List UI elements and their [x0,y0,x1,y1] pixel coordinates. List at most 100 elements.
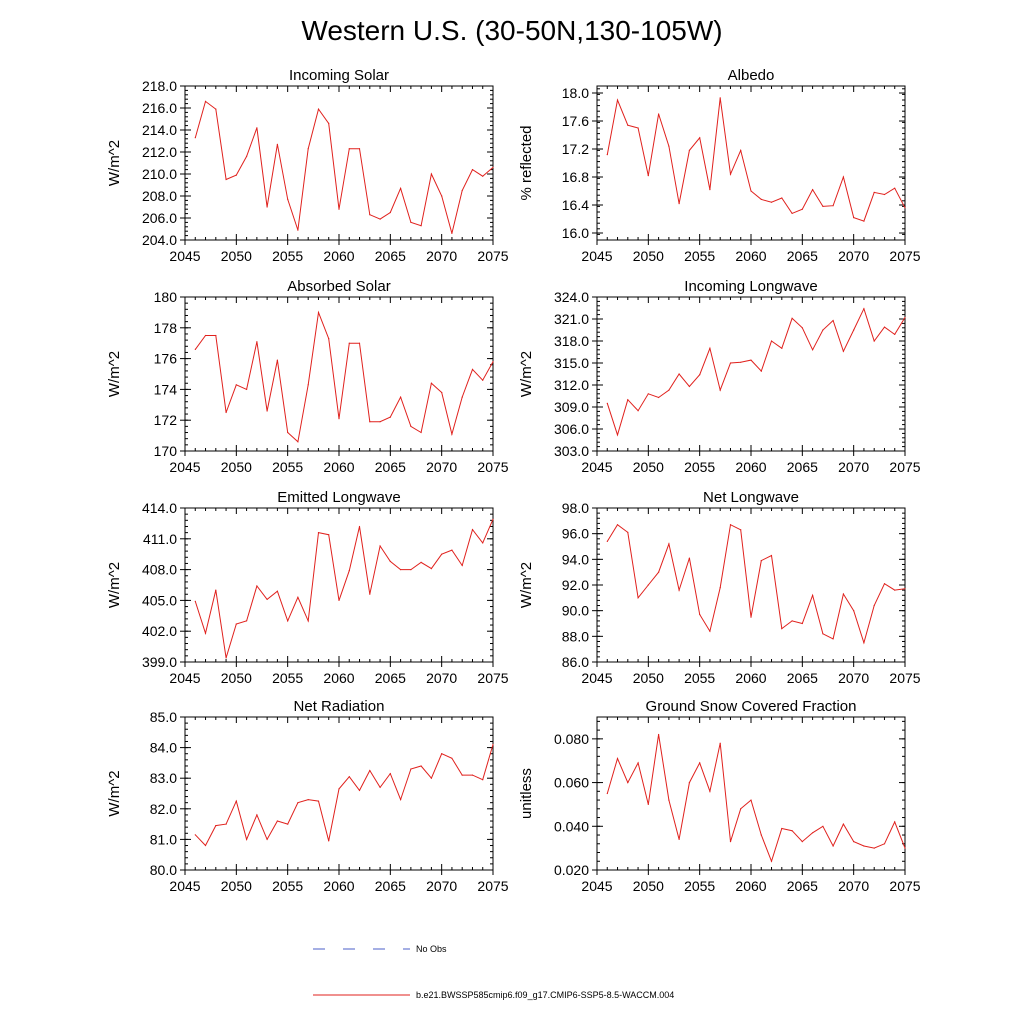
data-point [389,773,391,775]
data-point [678,203,680,205]
panel-incoming-longwave: Incoming Longwave 2045 2050 2055 2060 2065 207… [518,278,921,475]
data-point [287,620,289,622]
x-tick-label: 2055 [684,248,715,264]
panel-emitted-longwave: Emitted Longwave 2045 2050 2055 2060 2065 2070… [106,489,509,686]
data-point [750,190,752,192]
plot-frame [596,507,906,663]
series-line-emitted-longwave [194,519,494,659]
data-point [678,373,680,375]
x-tick-label: 2060 [323,670,354,686]
x-tick-label: 2050 [221,670,252,686]
data-point [760,198,762,200]
data-point [204,100,207,102]
x-tick-label: 2060 [735,670,766,686]
x-tick-label: 2060 [323,878,354,894]
x-tick-label: 2045 [581,670,612,686]
data-point [883,583,886,585]
data-point [647,175,649,177]
x-tick-label: 2055 [272,459,303,475]
x-tick-label: 2065 [375,670,406,686]
data-point [770,340,773,342]
x-tick-label: 2050 [221,878,252,894]
data-point [215,108,217,110]
data-point [194,834,196,836]
data-point [894,187,896,189]
data-point [235,384,237,386]
data-point [760,370,762,372]
data-point [668,145,670,147]
y-tick-label: 80.0 [150,862,177,878]
series-line-incoming-longwave [606,307,906,437]
y-tick-label: 414.0 [142,500,177,516]
y-tick-label: 204.0 [142,232,177,248]
data-point [482,779,484,781]
data-point [328,840,330,842]
data-point [616,434,619,436]
data-point [873,604,875,607]
data-point [688,557,691,559]
data-point [647,393,649,395]
y-tick-label: 402.0 [142,623,177,639]
panel-ground-snow-covered-fraction: Ground Snow Covered Fraction 2045 2050 2055… [518,698,921,894]
data-point [256,127,258,129]
x-tick-label: 2065 [787,878,818,894]
data-point [400,396,402,398]
x-tick-label: 2070 [426,878,457,894]
data-point [832,319,834,322]
data-point [287,823,289,825]
x-tick-label: 2060 [323,459,354,475]
data-point [369,593,371,595]
data-point [317,532,320,534]
data-point [863,308,865,310]
data-point [358,148,361,150]
y-tick-label: 170 [154,443,178,459]
y-tick-label: 0.040 [554,818,589,834]
x-tick-label: 2065 [375,459,406,475]
data-point [256,341,258,343]
data-point [616,99,619,101]
data-point [441,195,443,197]
data-point [699,613,701,616]
data-point [894,333,896,335]
data-point [791,830,793,832]
data-point [482,379,484,381]
data-point [822,205,824,207]
data-point [215,589,217,591]
data-point [400,569,402,571]
data-point [658,733,660,736]
data-point [389,560,391,563]
x-tick-label: 2045 [581,459,612,475]
data-point [317,800,320,802]
data-point [276,590,278,592]
y-tick-label: 82.0 [150,801,177,817]
y-axis-label: W/m^2 [106,562,123,608]
data-point [379,545,381,547]
data-point [246,155,248,157]
data-point [863,642,865,644]
x-tick-label: 2055 [684,670,715,686]
x-tick-label: 2070 [838,878,869,894]
data-point [430,173,432,175]
data-point [420,765,422,767]
y-tick-label: 210.0 [142,166,177,182]
y-tick-label: 16.0 [562,225,589,241]
y-tick-label: 212.0 [142,144,177,160]
data-point [276,820,278,822]
data-point [338,788,340,790]
data-point [832,845,834,847]
data-point [853,841,855,843]
data-point [812,594,814,596]
panel-title: Net Radiation [294,698,385,715]
y-axis-label: % reflected [518,125,535,200]
data-point [627,531,629,534]
data-point [492,361,494,363]
data-point [307,384,309,386]
panel-title: Ground Snow Covered Fraction [646,698,857,715]
data-point [235,800,237,802]
data-point [430,777,432,779]
y-tick-label: 411.0 [143,531,177,547]
data-point [441,553,443,555]
data-point [812,189,814,191]
data-point [379,786,381,789]
